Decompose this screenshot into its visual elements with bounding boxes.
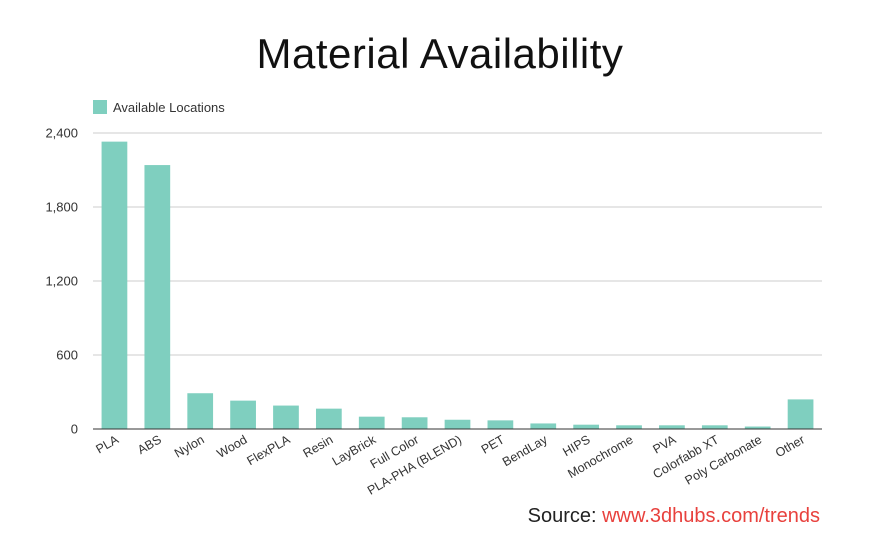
bar-pla (101, 141, 128, 429)
gridlines (93, 132, 822, 356)
x-tick-label: Other (773, 432, 807, 460)
legend-label: Available Locations (113, 99, 225, 115)
bar-nylon (187, 393, 214, 429)
source-note: Source: www.3dhubs.com/trends (528, 505, 820, 528)
x-tick-label: PLA (93, 432, 121, 456)
x-tick-label: PVA (651, 432, 679, 456)
x-tick-label: Poly Carbonate (683, 432, 765, 487)
y-tick-label: 2,400 (45, 126, 78, 141)
bar-full-color (401, 417, 428, 429)
bar-laybrick (358, 416, 385, 429)
bar-abs (144, 165, 171, 430)
bars (101, 141, 814, 430)
y-tick-label: 600 (56, 348, 78, 363)
legend-swatch (93, 100, 107, 114)
x-tick-label: Nylon (172, 432, 207, 460)
legend: Available Locations (93, 99, 225, 115)
bar-other (787, 399, 814, 429)
x-tick-label: FlexPLA (245, 432, 293, 468)
x-tick-label: PET (479, 432, 507, 456)
chart-title: Material Availability (256, 30, 624, 77)
bar-hips (573, 424, 600, 429)
source-link[interactable]: www.3dhubs.com/trends (602, 505, 820, 527)
bar-pla-pha-blend- (444, 419, 471, 429)
bar-pet (487, 420, 514, 429)
bar-pva (659, 425, 685, 429)
bar-wood (230, 400, 256, 429)
x-tick-label: BendLay (500, 432, 550, 469)
y-tick-label: 1,200 (45, 274, 78, 289)
bar-bendlay (530, 423, 557, 429)
bar-resin (315, 408, 342, 429)
bar-monochrome (616, 425, 642, 429)
y-tick-label: 0 (71, 422, 78, 437)
bar-flexpla (273, 405, 299, 429)
x-tick-label: ABS (135, 432, 164, 457)
bar-colorfabb-xt (701, 425, 728, 429)
y-tick-label: 1,800 (45, 200, 78, 215)
bar-poly-carbonate (744, 426, 771, 429)
source-label: Source: (527, 505, 597, 527)
y-axis-ticks: 0 600 1,200 1,800 2,400 (45, 126, 78, 437)
